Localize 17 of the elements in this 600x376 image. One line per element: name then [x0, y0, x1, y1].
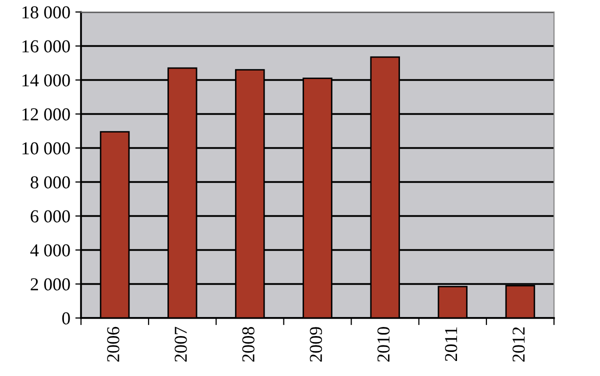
y-tick-label: 8 000 [30, 176, 70, 188]
y-tick-label: 10 000 [22, 142, 70, 154]
y-tick-label: 2 000 [30, 278, 70, 290]
y-tick-label: 14 000 [22, 74, 70, 86]
y-tick-label: 16 000 [22, 40, 70, 52]
x-tick-label: 2007 [174, 326, 187, 362]
x-tick-label: 2006 [107, 326, 120, 362]
y-tick-label: 0 [62, 312, 70, 324]
x-tick-label: 2008 [242, 327, 254, 362]
x-tick-label: 2011 [444, 327, 458, 361]
x-tick-label: 2009 [310, 327, 322, 362]
y-tick-label: 12 000 [22, 108, 70, 120]
y-tick-label: 6 000 [30, 210, 70, 222]
x-tick-label: 2010 [377, 327, 390, 362]
y-tick-label: 4 000 [30, 244, 70, 256]
x-tick-label: 2012 [512, 327, 525, 362]
y-tick-label: 18 000 [22, 6, 70, 18]
